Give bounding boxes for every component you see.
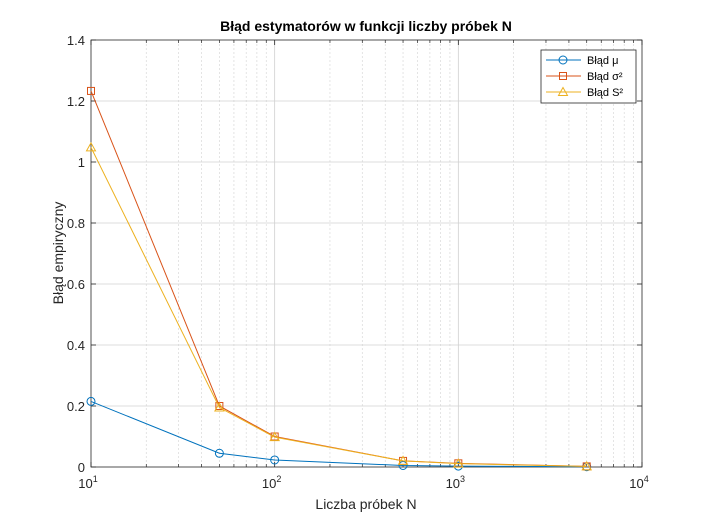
- x-tick-label: 101: [78, 474, 97, 491]
- y-tick-label: 0.6: [67, 277, 85, 292]
- legend-label: Błąd σ²: [587, 71, 623, 83]
- y-tick-label: 0: [78, 460, 85, 475]
- x-axis-label: Liczba próbek N: [315, 496, 416, 512]
- legend-entry: Błąd σ²: [546, 71, 623, 83]
- legend-label: Błąd μ: [587, 55, 618, 67]
- y-tick-label: 1: [78, 155, 85, 170]
- legend: Błąd μ Błąd σ² Błąd S²: [540, 49, 637, 104]
- data-point-marker: [214, 402, 225, 412]
- legend-marker: [559, 72, 567, 80]
- data-point-marker: [214, 448, 224, 458]
- data-point-marker: [452, 458, 464, 468]
- plot-area-border: [90, 39, 643, 468]
- x-tick-label: 104: [629, 474, 648, 491]
- legend-entry: Błąd μ: [546, 55, 618, 67]
- data-point-marker: [398, 460, 408, 470]
- y-axis-label: Błąd empiryczny: [50, 202, 66, 305]
- minor-grid: [145, 40, 634, 467]
- series-line: [90, 147, 587, 467]
- y-tick-label: 0.8: [67, 216, 85, 231]
- series-layer: [85, 86, 593, 472]
- legend-entry: Błąd S²: [546, 86, 623, 99]
- x-tick-label: 102: [262, 474, 281, 491]
- major-grid: [91, 40, 642, 467]
- plot-area-background: [91, 40, 642, 467]
- data-point-marker: [86, 396, 96, 406]
- legend-marker: [557, 86, 569, 96]
- series-line: [90, 400, 587, 468]
- data-point-marker: [397, 455, 409, 465]
- data-point-marker: [85, 141, 97, 152]
- series-3: [85, 141, 593, 471]
- data-point-marker: [581, 460, 593, 471]
- legend-marker: [558, 55, 568, 65]
- x-tick-label: 103: [446, 474, 465, 491]
- y-tick-label: 1.2: [67, 94, 85, 109]
- y-tick-label: 1.4: [67, 33, 85, 48]
- axis-ticks: 101 102 103 104 0 0.2 0.4 0.6 0.8 1 1.2 1.4: [67, 33, 649, 491]
- chart-title: Błąd estymatorów w funkcji liczby próbek…: [220, 18, 512, 34]
- legend-label: Błąd S²: [587, 87, 623, 99]
- data-point-marker: [87, 86, 95, 95]
- data-point-marker: [269, 431, 281, 442]
- data-point-marker: [270, 455, 280, 465]
- y-tick-label: 0.2: [67, 399, 85, 414]
- y-tick-label: 0.4: [67, 338, 85, 353]
